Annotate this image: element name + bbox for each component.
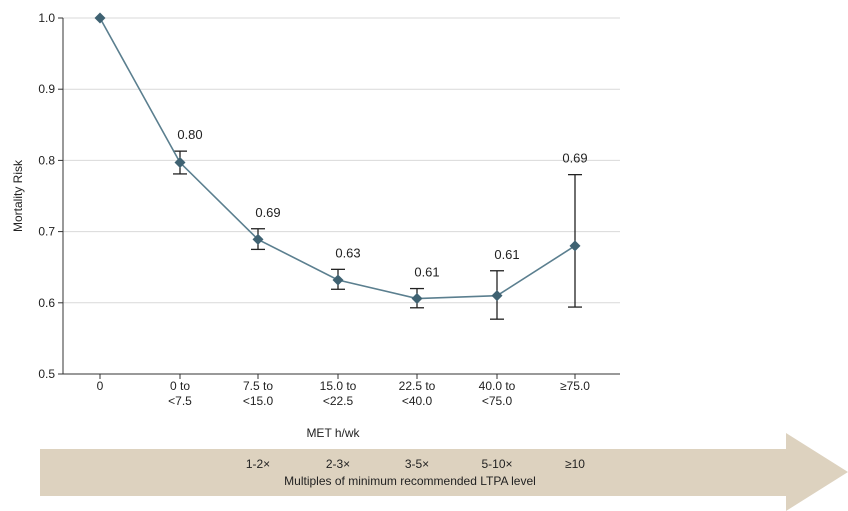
axes — [62, 18, 620, 375]
data-point — [491, 290, 503, 302]
data-label: 0.69 — [562, 151, 587, 166]
data-label: 0.80 — [177, 127, 202, 142]
data-label: 0.61 — [414, 265, 439, 280]
arrow-multiple-label: ≥10 — [565, 457, 585, 471]
error-bars — [173, 150, 582, 320]
x-tick-label: <75.0 — [482, 394, 513, 408]
data-point — [252, 233, 264, 245]
x-tick-label: 0 to — [170, 379, 190, 393]
x-tick-label: 15.0 to — [320, 379, 357, 393]
data-label: 0.61 — [494, 247, 519, 262]
y-axis-title: Mortality Risk — [11, 159, 25, 232]
data-point — [411, 293, 423, 305]
x-tick-label: <15.0 — [243, 394, 274, 408]
arrow-caption: Multiples of minimum recommended LTPA le… — [284, 474, 536, 488]
data-labels: 0.80 0.69 0.63 0.61 0.61 0.69 — [177, 127, 587, 279]
y-tick-label: 0.6 — [38, 296, 55, 310]
arrow-multiple-label: 1-2× — [246, 457, 270, 471]
arrow-multiples: 1-2× 2-3× 3-5× 5-10× ≥10 — [246, 457, 585, 471]
x-tick-label: <22.5 — [323, 394, 354, 408]
x-tick-label: 22.5 to — [399, 379, 436, 393]
x-tick-label: 40.0 to — [479, 379, 516, 393]
x-tick-label: 7.5 to — [243, 379, 273, 393]
y-tick-labels: 0.5 0.6 0.7 0.8 0.9 1.0 — [38, 11, 55, 381]
arrow-multiple-label: 3-5× — [405, 457, 429, 471]
ltpa-arrow — [40, 433, 848, 511]
arrow-multiple-label: 2-3× — [326, 457, 350, 471]
data-point — [569, 240, 581, 252]
x-tick-label: <7.5 — [168, 394, 192, 408]
data-point — [332, 274, 344, 286]
gridlines — [58, 17, 620, 375]
y-tick-label: 0.8 — [38, 153, 55, 167]
y-tick-label: 1.0 — [38, 11, 55, 25]
data-point — [174, 157, 186, 169]
data-point — [94, 12, 106, 24]
data-label: 0.63 — [335, 245, 360, 260]
y-tick-label: 0.5 — [38, 367, 55, 381]
y-tick-label: 0.7 — [38, 225, 55, 239]
data-markers — [94, 12, 581, 305]
arrow-multiple-label: 5-10× — [481, 457, 512, 471]
x-tick-label: ≥75.0 — [560, 379, 590, 393]
data-label: 0.69 — [255, 205, 280, 220]
y-tick-label: 0.9 — [38, 82, 55, 96]
x-tick-label: <40.0 — [402, 394, 433, 408]
x-axis-title: MET h/wk — [306, 426, 360, 440]
x-tick-label: 0 — [97, 379, 104, 393]
